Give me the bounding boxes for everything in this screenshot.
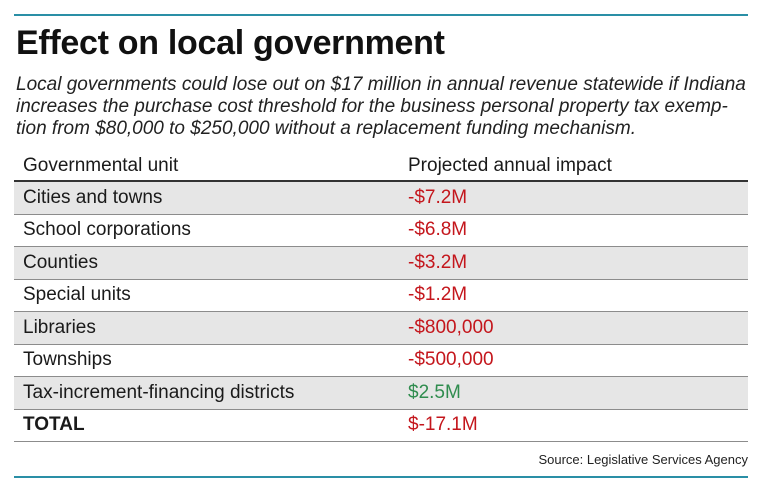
table-header: Governmental unit Projected annual impac… — [14, 151, 748, 182]
header-governmental-unit: Governmental unit — [23, 154, 179, 176]
impact-cell: -$1.2M — [408, 284, 468, 306]
impact-cell: -$7.2M — [408, 186, 468, 208]
impact-cell: -$3.2M — [408, 251, 468, 273]
table-row: Townships -$500,000 — [14, 345, 748, 377]
table-row: Libraries -$800,000 — [14, 312, 748, 345]
impact-table: Governmental unit Projected annual impac… — [14, 151, 748, 442]
unit-cell: Cities and towns — [23, 186, 163, 208]
source-note: Source: Legislative Services Agency — [538, 452, 748, 467]
table-row: Cities and towns -$7.2M — [14, 182, 748, 215]
page-title: Effect on local government — [16, 24, 445, 62]
top-rule — [14, 14, 748, 16]
table-row: Special units -$1.2M — [14, 280, 748, 312]
unit-cell: Libraries — [23, 316, 96, 338]
unit-cell: Townships — [23, 349, 112, 371]
unit-cell: Tax-increment-financing districts — [23, 381, 295, 403]
impact-cell: -$800,000 — [408, 316, 494, 338]
table-row-total: TOTAL $-17.1M — [14, 410, 748, 442]
impact-cell: $2.5M — [408, 381, 461, 403]
table-row: Counties -$3.2M — [14, 247, 748, 280]
total-label: TOTAL — [23, 414, 85, 436]
total-value: $-17.1M — [408, 414, 478, 436]
impact-cell: -$6.8M — [408, 219, 468, 241]
unit-cell: School corporations — [23, 219, 191, 241]
page-subtitle: Local governments could lose out on $17 … — [16, 74, 746, 139]
impact-cell: -$500,000 — [408, 349, 494, 371]
bottom-rule — [14, 476, 748, 478]
unit-cell: Counties — [23, 251, 98, 273]
unit-cell: Special units — [23, 284, 131, 306]
table-row: Tax-increment-financing districts $2.5M — [14, 377, 748, 410]
table-row: School corporations -$6.8M — [14, 215, 748, 247]
header-projected-impact: Projected annual impact — [408, 154, 612, 176]
